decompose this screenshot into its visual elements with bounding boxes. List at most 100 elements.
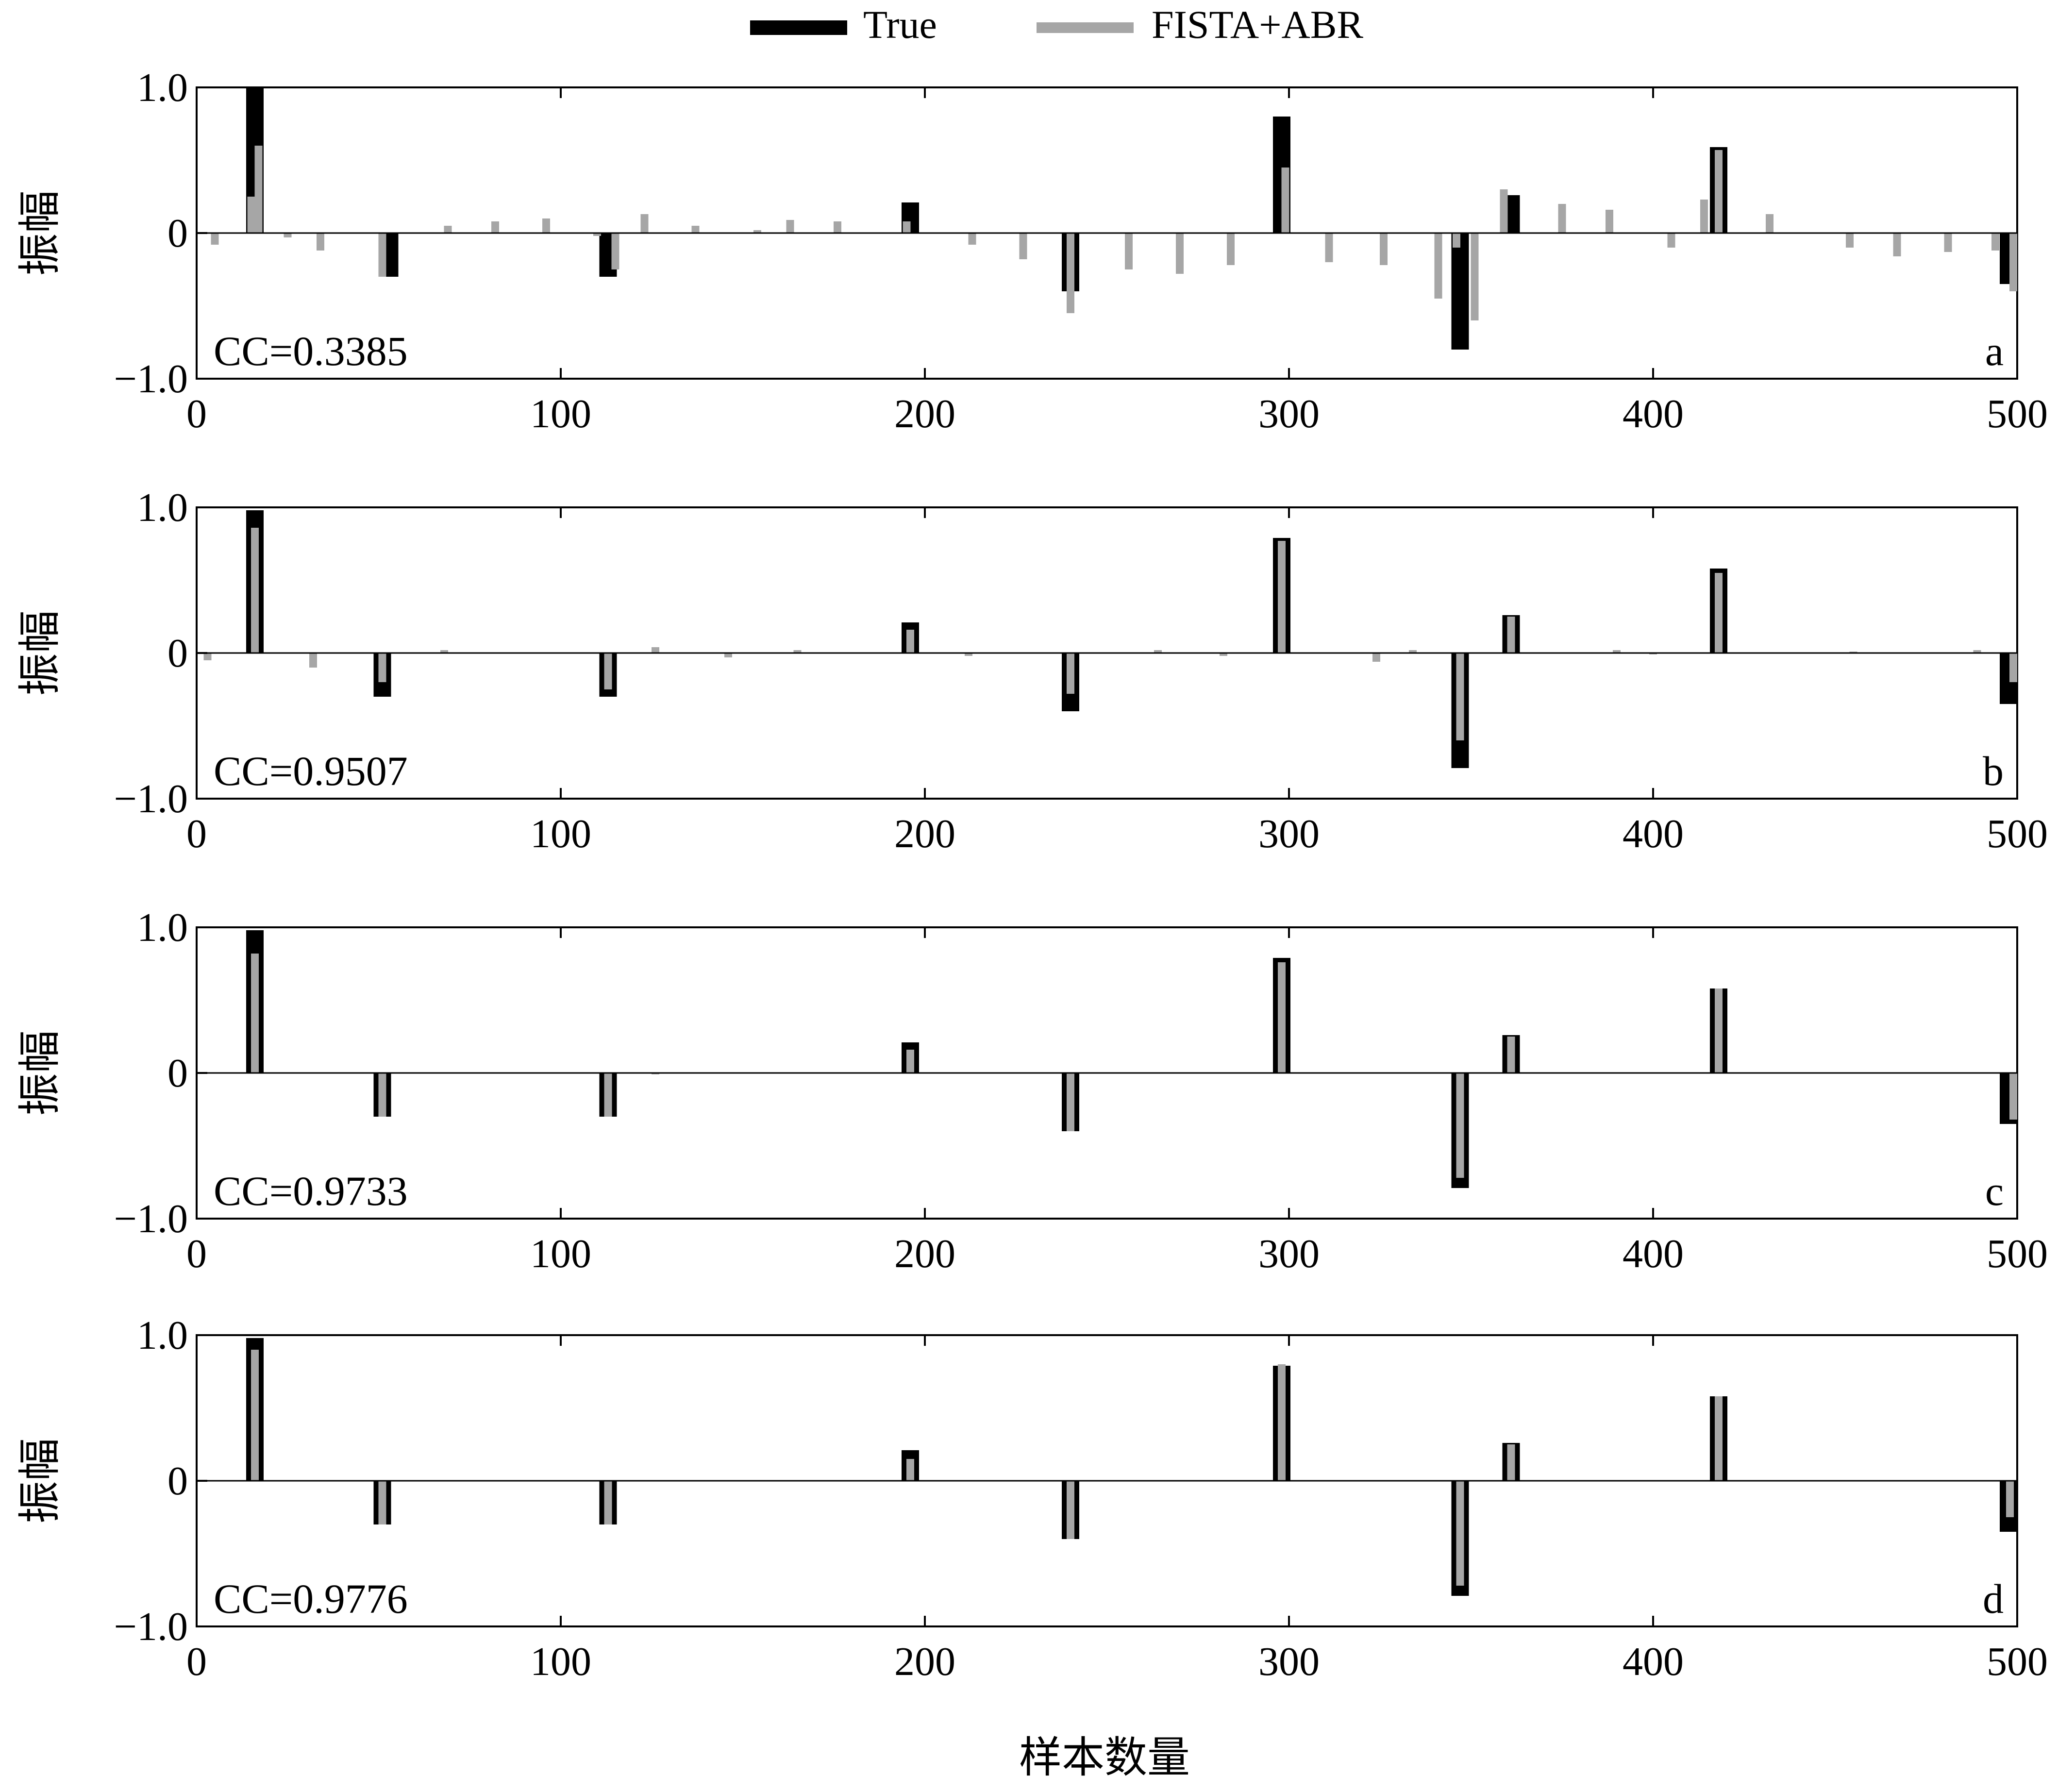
- estimate-bar: [1507, 617, 1515, 653]
- panel-label: a: [1985, 328, 2004, 374]
- estimate-bar: [1715, 1396, 1723, 1481]
- estimate-bar: [793, 650, 802, 653]
- estimate-bar: [1606, 210, 1613, 233]
- cc-annotation: CC=0.9507: [214, 748, 408, 794]
- x-tick-label: 0: [186, 811, 207, 856]
- legend-swatch-true: [750, 20, 847, 35]
- estimate-bar: [1456, 1073, 1464, 1178]
- estimate-bar: [1176, 233, 1184, 274]
- estimate-bar: [652, 647, 659, 653]
- x-tick-label: 500: [1987, 391, 2048, 436]
- x-tick-label: 100: [530, 1231, 591, 1276]
- y-tick-label: 0: [167, 1051, 188, 1096]
- y-tick-label: −1.0: [114, 776, 188, 821]
- estimate-bar: [1456, 653, 1464, 740]
- estimate-bar: [1507, 1037, 1515, 1073]
- x-tick-label: 200: [894, 1231, 955, 1276]
- estimate-bar: [211, 233, 219, 245]
- estimate-bar: [906, 630, 914, 653]
- estimate-bar: [440, 650, 448, 653]
- cc-annotation: CC=0.9776: [214, 1575, 408, 1622]
- y-tick-label: 0: [167, 211, 188, 256]
- estimate-bar: [1019, 233, 1027, 259]
- estimate-bar: [1372, 653, 1380, 662]
- x-axis-label: 样本数量: [1019, 1735, 1190, 1782]
- legend-label-fista-abr: FISTA+ABR: [1152, 2, 1363, 47]
- x-tick-label: 300: [1258, 391, 1320, 436]
- y-axis-label: 振幅: [17, 1030, 64, 1116]
- estimate-bar: [593, 233, 601, 236]
- estimate-bar: [2006, 1481, 2014, 1517]
- estimate-bar: [254, 146, 263, 233]
- estimate-bar: [1715, 573, 1723, 653]
- y-tick-label: 1.0: [137, 65, 188, 110]
- x-tick-label: 400: [1623, 391, 1684, 436]
- y-tick-label: 1.0: [137, 905, 188, 950]
- y-tick-label: −1.0: [114, 1196, 188, 1241]
- estimate-bar: [491, 221, 499, 233]
- estimate-bar: [309, 653, 317, 668]
- estimate-bar: [903, 221, 911, 233]
- y-tick-label: 0: [167, 631, 188, 676]
- y-tick-label: 1.0: [137, 485, 188, 530]
- estimate-bar: [1281, 167, 1289, 233]
- y-axis-label: 振幅: [17, 1438, 64, 1524]
- y-tick-label: 0: [167, 1458, 188, 1504]
- estimate-bar: [1220, 653, 1227, 656]
- estimate-bar: [251, 528, 259, 653]
- x-tick-label: 100: [530, 391, 591, 436]
- y-axis-label: 振幅: [17, 190, 64, 276]
- x-tick-label: 100: [530, 1639, 591, 1684]
- estimate-bar: [251, 1350, 259, 1481]
- estimate-bar: [724, 653, 732, 657]
- y-tick-label: −1.0: [114, 356, 188, 402]
- estimate-bar: [1067, 233, 1074, 313]
- y-axis-label: 振幅: [17, 610, 64, 696]
- estimate-bar: [1456, 1481, 1464, 1586]
- x-tick-label: 200: [894, 811, 955, 856]
- estimate-bar: [2009, 653, 2017, 682]
- estimate-bar: [1067, 1073, 1074, 1131]
- estimate-bar: [251, 954, 259, 1073]
- estimate-bar: [604, 1481, 612, 1524]
- y-tick-label: −1.0: [114, 1604, 188, 1649]
- estimate-bar: [640, 214, 649, 233]
- estimate-bar: [317, 233, 324, 251]
- true-bar: [1451, 233, 1469, 350]
- estimate-bar: [1380, 233, 1388, 265]
- panel-label: b: [1983, 748, 2004, 794]
- estimate-bar: [1067, 653, 1074, 694]
- estimate-bar: [1715, 150, 1723, 233]
- estimate-bar: [1471, 233, 1479, 320]
- estimate-bar: [786, 220, 794, 233]
- x-tick-label: 100: [530, 811, 591, 856]
- x-tick-label: 0: [186, 1639, 207, 1684]
- estimate-bar: [378, 233, 386, 277]
- estimate-bar: [1766, 214, 1774, 233]
- estimate-bar: [1667, 233, 1675, 248]
- estimate-bar: [1558, 204, 1566, 233]
- estimate-bar: [965, 653, 972, 656]
- estimate-bar: [1500, 189, 1508, 233]
- estimate-bar: [906, 1050, 914, 1073]
- estimate-bar: [968, 233, 976, 245]
- estimate-bar: [1409, 650, 1417, 653]
- estimate-bar: [1893, 233, 1901, 256]
- estimate-bar: [1846, 233, 1854, 248]
- estimate-bar: [1434, 233, 1442, 299]
- estimate-bar: [1507, 1444, 1515, 1481]
- x-tick-label: 0: [186, 391, 207, 436]
- x-tick-label: 200: [894, 391, 955, 436]
- x-tick-label: 500: [1987, 1231, 2048, 1276]
- estimate-bar: [284, 233, 292, 237]
- estimate-bar: [542, 218, 550, 233]
- estimate-bar: [753, 230, 761, 233]
- x-tick-label: 300: [1258, 1231, 1320, 1276]
- estimate-bar: [1715, 988, 1723, 1073]
- estimate-bar: [1154, 650, 1162, 653]
- x-tick-label: 300: [1258, 811, 1320, 856]
